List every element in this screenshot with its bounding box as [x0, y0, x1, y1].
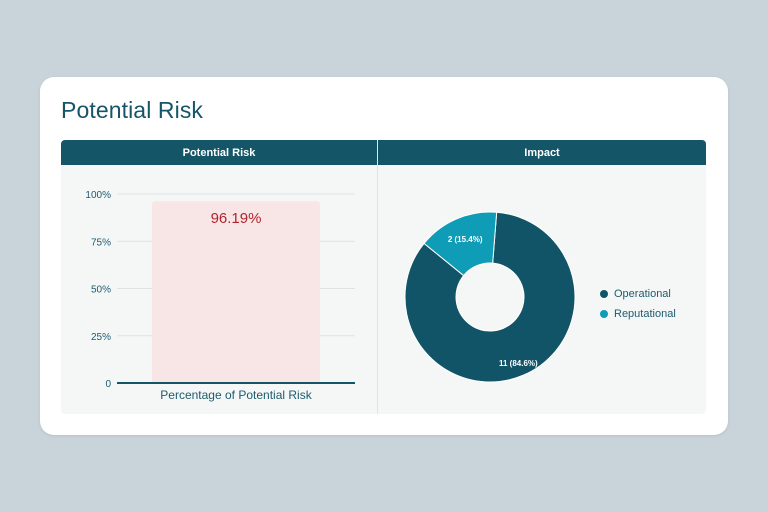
donut-slice-label: 2 (15.4%) [448, 235, 483, 244]
legend-dot [600, 310, 608, 318]
donut-slice-reputational [423, 211, 498, 277]
panel-divider [377, 140, 378, 414]
y-tick-label: 100% [85, 190, 111, 201]
potential-risk-card: Potential Risk Potential Risk 0 25% 50% 75%… [40, 77, 728, 435]
potential-risk-panel: Potential Risk 0 25% 50% 75% 100% 96.19% Perce… [61, 140, 377, 414]
legend-label: Reputational [614, 308, 676, 320]
y-tick-label: 75% [91, 237, 111, 248]
legend-label: Operational [614, 288, 671, 300]
impact-panel-header: Impact [378, 140, 706, 165]
y-tick-label: 50% [91, 285, 111, 296]
y-tick-label: 0 [105, 379, 111, 390]
legend-item-operational[interactable]: Operational [600, 284, 676, 304]
legend-dot [600, 290, 608, 298]
legend-item-reputational[interactable]: Reputational [600, 304, 676, 324]
bar-value-label: 96.19% [211, 210, 262, 227]
y-tick-label: 25% [91, 332, 111, 343]
potential-risk-bar-chart: 0 25% 50% 75% 100% 96.19% Percentage of Potent… [85, 190, 355, 402]
impact-donut-chart: 11 (84.6%) 2 (15.4%) [404, 211, 576, 383]
impact-panel: Impact 11 (84.6%) 2 (15.4%) Operational Re… [378, 140, 706, 414]
x-category-label: Percentage of Potential Risk [160, 388, 312, 402]
donut-slice-operational [404, 211, 576, 383]
impact-legend: Operational Reputational [600, 284, 676, 324]
donut-slice-label: 11 (84.6%) [499, 359, 538, 368]
potential-risk-panel-header: Potential Risk [61, 140, 377, 165]
card-title: Potential Risk [61, 97, 204, 123]
bar [152, 201, 320, 383]
